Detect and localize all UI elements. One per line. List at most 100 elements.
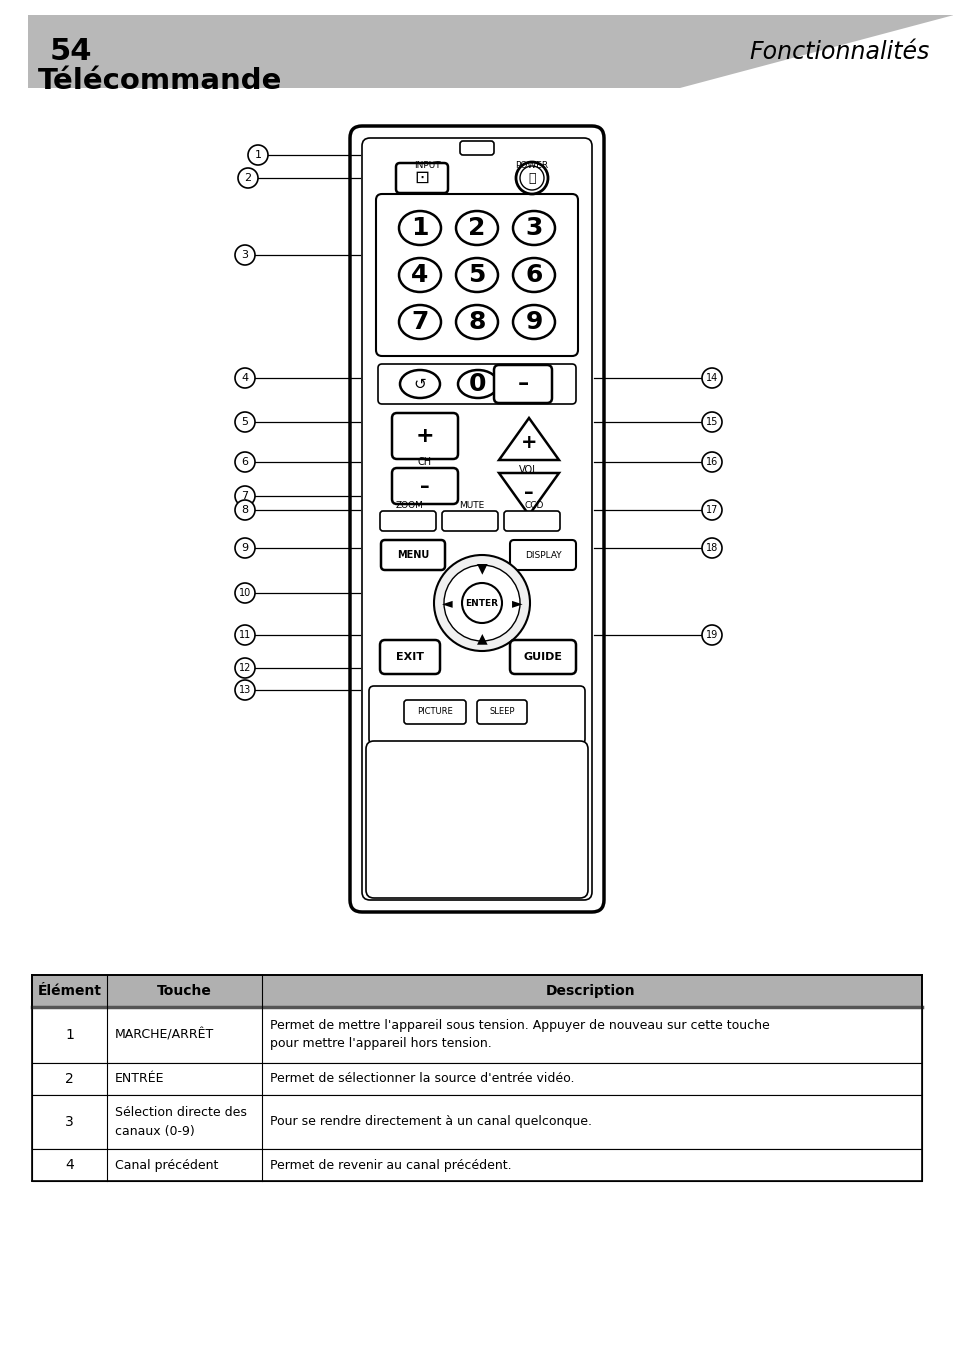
Text: 6: 6 [241, 457, 248, 466]
Text: Touche: Touche [157, 984, 212, 998]
Text: 4: 4 [241, 373, 249, 383]
Text: +: + [416, 426, 434, 446]
Circle shape [519, 166, 543, 191]
Text: canaux (0-9): canaux (0-9) [115, 1125, 194, 1137]
Text: 0: 0 [469, 372, 486, 396]
Text: 3: 3 [65, 1115, 73, 1129]
Bar [32, 1095, 921, 1149]
Circle shape [443, 565, 519, 641]
FancyBboxPatch shape [369, 685, 584, 744]
Circle shape [434, 556, 530, 652]
Text: GUIDE: GUIDE [523, 652, 562, 662]
FancyBboxPatch shape [392, 412, 457, 458]
Text: Permet de revenir au canal précédent.: Permet de revenir au canal précédent. [270, 1159, 511, 1171]
Text: 15: 15 [705, 416, 718, 427]
Ellipse shape [398, 258, 440, 292]
Text: 2: 2 [65, 1072, 73, 1086]
Text: 2: 2 [244, 173, 252, 183]
Polygon shape [498, 473, 558, 515]
Circle shape [234, 625, 254, 645]
Bar [32, 1149, 921, 1182]
Text: 5: 5 [468, 264, 485, 287]
Text: 54: 54 [50, 38, 92, 66]
Text: ZOOM: ZOOM [395, 502, 423, 511]
Ellipse shape [398, 211, 440, 245]
Text: 13: 13 [238, 685, 251, 695]
FancyBboxPatch shape [510, 539, 576, 571]
Text: 6: 6 [525, 264, 542, 287]
Text: +: + [520, 434, 537, 453]
Text: CH: CH [417, 457, 432, 466]
Text: PICTURE: PICTURE [416, 707, 453, 717]
Circle shape [701, 368, 721, 388]
Text: ↺: ↺ [414, 376, 426, 392]
Circle shape [234, 680, 254, 700]
Text: pour mettre l'appareil hors tension.: pour mettre l'appareil hors tension. [270, 1037, 491, 1051]
Circle shape [234, 658, 254, 677]
Text: 14: 14 [705, 373, 718, 383]
Ellipse shape [456, 306, 497, 339]
Text: ◄: ◄ [441, 596, 452, 610]
Text: Fonctionnalités: Fonctionnalités [749, 41, 929, 64]
Ellipse shape [513, 211, 555, 245]
Text: Description: Description [546, 984, 635, 998]
Polygon shape [28, 15, 953, 88]
Text: Sélection directe des: Sélection directe des [115, 1106, 247, 1119]
FancyBboxPatch shape [476, 700, 526, 725]
FancyBboxPatch shape [459, 141, 494, 155]
Text: Élément: Élément [37, 984, 101, 998]
Text: 9: 9 [525, 310, 542, 334]
Text: ENTER: ENTER [465, 599, 498, 607]
Text: ⊡: ⊡ [414, 169, 429, 187]
Text: 1: 1 [254, 150, 261, 160]
Text: 16: 16 [705, 457, 718, 466]
Text: INPUT: INPUT [414, 161, 440, 170]
Circle shape [234, 452, 254, 472]
Text: ENTRÉE: ENTRÉE [115, 1072, 164, 1086]
Text: 7: 7 [241, 491, 249, 502]
Circle shape [234, 583, 254, 603]
Text: ▲: ▲ [476, 631, 487, 645]
Text: 1: 1 [65, 1028, 74, 1042]
Ellipse shape [456, 258, 497, 292]
FancyBboxPatch shape [503, 511, 559, 531]
Text: 12: 12 [238, 662, 251, 673]
Text: 11: 11 [238, 630, 251, 639]
Text: 10: 10 [238, 588, 251, 598]
Circle shape [234, 538, 254, 558]
Text: ▼: ▼ [476, 561, 487, 575]
FancyBboxPatch shape [379, 511, 436, 531]
Circle shape [234, 368, 254, 388]
Text: MENU: MENU [396, 550, 429, 560]
FancyBboxPatch shape [366, 741, 587, 898]
Bar [32, 1063, 921, 1095]
FancyBboxPatch shape [375, 193, 578, 356]
FancyBboxPatch shape [392, 468, 457, 504]
Circle shape [234, 412, 254, 433]
Text: DISPLAY: DISPLAY [524, 550, 560, 560]
Text: 9: 9 [241, 544, 249, 553]
FancyBboxPatch shape [441, 511, 497, 531]
Ellipse shape [456, 211, 497, 245]
Circle shape [701, 538, 721, 558]
Text: –: – [517, 375, 528, 393]
Text: –: – [523, 484, 534, 503]
Ellipse shape [513, 306, 555, 339]
Ellipse shape [513, 258, 555, 292]
Text: CCD: CCD [524, 502, 543, 511]
Text: 7: 7 [411, 310, 428, 334]
Text: 2: 2 [468, 216, 485, 241]
FancyBboxPatch shape [395, 164, 448, 193]
Text: 8: 8 [468, 310, 485, 334]
FancyBboxPatch shape [379, 639, 439, 675]
Text: ►: ► [511, 596, 521, 610]
Text: VOL: VOL [518, 465, 538, 475]
Circle shape [701, 625, 721, 645]
Circle shape [701, 412, 721, 433]
FancyBboxPatch shape [403, 700, 465, 725]
Text: EXIT: EXIT [395, 652, 423, 662]
Text: POWER: POWER [515, 161, 548, 170]
Circle shape [461, 583, 501, 623]
Text: 17: 17 [705, 506, 718, 515]
FancyBboxPatch shape [494, 365, 552, 403]
